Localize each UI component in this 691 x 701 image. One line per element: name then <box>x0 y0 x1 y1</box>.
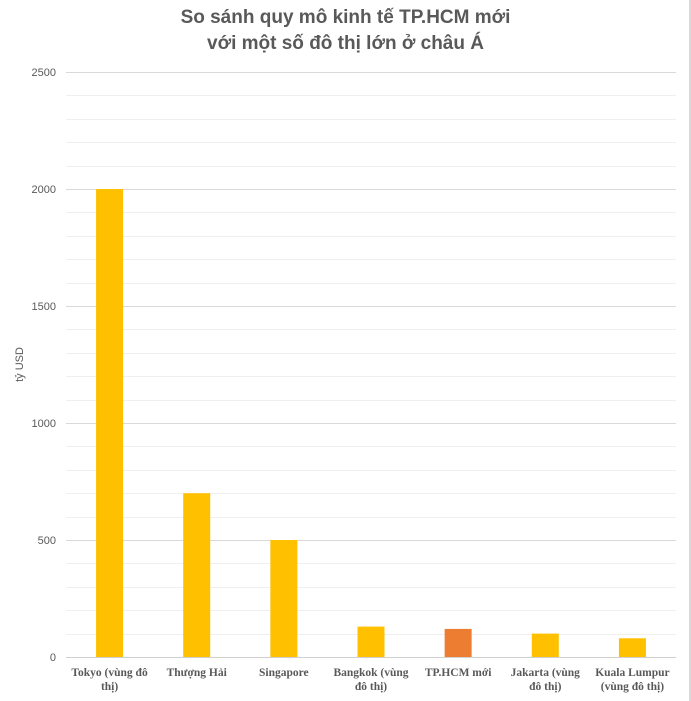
x-category-label: Thượng Hải <box>167 667 228 679</box>
bars <box>96 189 646 657</box>
x-category-label: Kuala Lumpur <box>595 667 669 679</box>
chart-title-line-1: So sánh quy mô kinh tế TP.HCM mới <box>180 7 511 28</box>
y-tick-label: 2500 <box>32 67 56 79</box>
x-axis-labels: Tokyo (vùng đô thị) Thượng Hải Singapore Ban… <box>71 667 669 693</box>
bar <box>357 626 385 657</box>
y-axis-label: tỷ USD <box>14 347 26 382</box>
y-tick-label: 2000 <box>32 184 56 196</box>
bar <box>444 628 472 657</box>
x-category-label: đô thị) <box>355 681 387 693</box>
bar <box>183 493 211 657</box>
y-tick-label: 0 <box>50 652 56 664</box>
bar <box>96 189 124 657</box>
x-category-label: Bangkok (vùng <box>333 667 408 679</box>
x-category-label: thị) <box>101 681 118 693</box>
x-category-label: (vùng đô thị) <box>601 681 664 693</box>
y-tick-label: 500 <box>38 535 56 547</box>
bar <box>531 633 559 657</box>
frame-edge <box>689 0 691 701</box>
bar <box>618 638 646 657</box>
y-tick-label: 1000 <box>32 418 56 430</box>
x-category-label: TP.HCM mới <box>425 667 492 679</box>
bar <box>270 540 298 657</box>
chart-title-line-2: với một số đô thị lớn ở châu Á <box>207 33 484 54</box>
gridlines <box>66 72 676 658</box>
x-category-label: Singapore <box>259 667 309 679</box>
y-axis-ticks: 0 500 1000 1500 2000 2500 <box>32 67 56 664</box>
x-category-label: Jakarta (vùng <box>511 667 581 679</box>
x-category-label: đô thị) <box>529 681 561 693</box>
x-category-label: Tokyo (vùng đô <box>71 667 148 679</box>
y-tick-label: 1500 <box>32 301 56 313</box>
